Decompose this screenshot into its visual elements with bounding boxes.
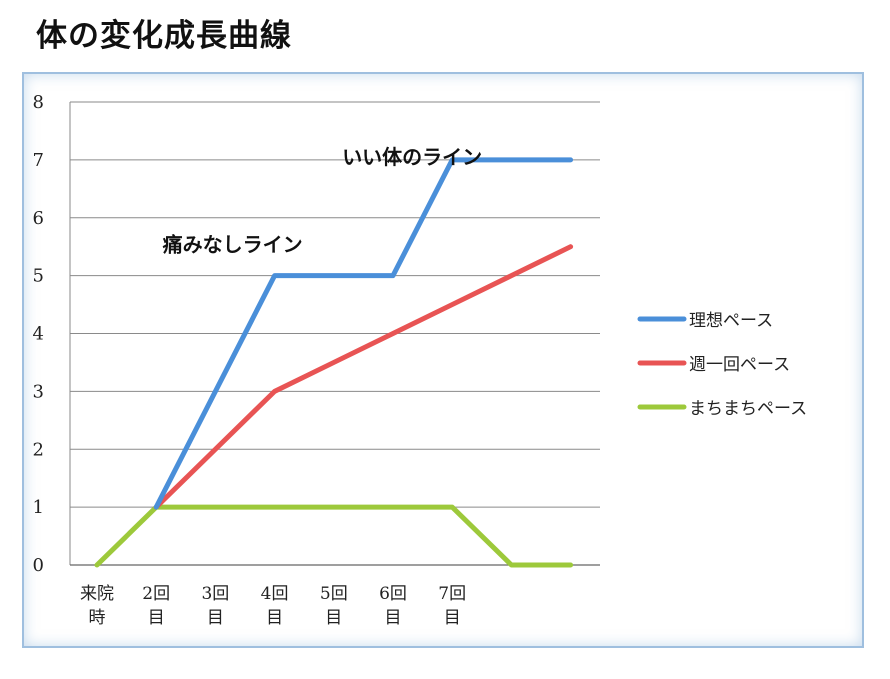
y-tick-label: 5 <box>33 266 44 287</box>
x-axis-ticks: 来院時 2回目 3回目 4回目 5回目 6回目 7回目 <box>80 584 466 628</box>
legend-label: まちまちペース <box>689 399 807 419</box>
series-line-2 <box>94 504 574 568</box>
series-line-1 <box>153 244 574 510</box>
page-title: 体の変化成長曲線 <box>36 18 292 54</box>
annotation-label: いい体のライン <box>342 145 482 169</box>
annotations: 痛みなしライン いい体のライン <box>163 145 483 257</box>
annotation-label: 痛みなしライン <box>163 233 303 257</box>
series-line-0 <box>153 157 574 510</box>
x-tick-label: 目 <box>444 608 461 628</box>
grid-lines <box>69 101 600 566</box>
x-tick-label: 2回 <box>142 584 170 604</box>
x-tick-label: 来院 <box>80 584 114 604</box>
x-tick-label: 目 <box>207 608 224 628</box>
series-lines <box>94 157 574 568</box>
y-tick-label: 7 <box>33 150 44 171</box>
y-tick-label: 2 <box>33 439 44 460</box>
x-tick-label: 3回 <box>201 584 229 604</box>
x-tick-label: 目 <box>325 608 342 628</box>
x-tick-label: 目 <box>266 608 283 628</box>
y-tick-label: 8 <box>33 92 44 113</box>
y-tick-label: 3 <box>33 381 44 402</box>
x-tick-label: 7回 <box>438 584 466 604</box>
y-tick-label: 0 <box>33 555 44 576</box>
x-tick-label: 5回 <box>320 584 348 604</box>
y-tick-label: 6 <box>33 208 44 229</box>
x-tick-label: 6回 <box>379 584 407 604</box>
y-axis-ticks: 0 1 2 3 4 5 6 7 8 <box>33 92 44 576</box>
x-tick-label: 4回 <box>261 584 289 604</box>
y-tick-label: 4 <box>33 324 44 345</box>
legend-label: 理想ペース <box>689 311 773 331</box>
x-tick-label: 目 <box>148 608 165 628</box>
chart-frame <box>22 72 864 648</box>
y-tick-label: 1 <box>33 497 44 518</box>
x-tick-label: 時 <box>89 608 106 628</box>
legend-label: 週一回ペース <box>689 355 790 375</box>
x-tick-label: 目 <box>385 608 402 628</box>
